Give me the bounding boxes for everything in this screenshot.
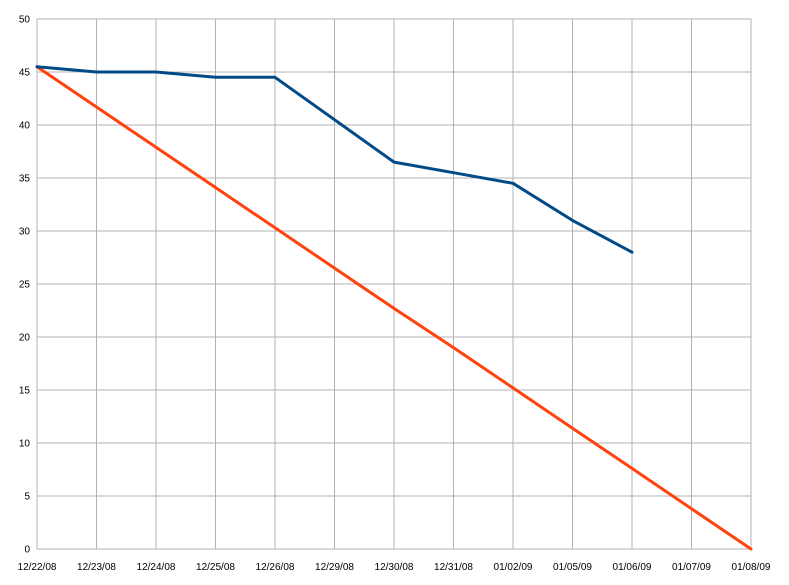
y-tick-label: 25 [19, 280, 31, 291]
y-tick-label: 10 [19, 439, 31, 450]
y-tick-label: 40 [19, 121, 31, 132]
x-tick-label: 01/05/09 [553, 562, 592, 573]
x-axis-tick-labels: 12/22/08 12/23/08 12/24/08 12/25/08 12/26/08… [18, 562, 771, 573]
x-tick-label: 01/06/09 [613, 562, 652, 573]
y-tick-label: 0 [24, 545, 30, 556]
y-tick-label: 35 [19, 174, 31, 185]
plot-area-border [36, 18, 752, 550]
x-tick-label: 12/29/08 [315, 562, 354, 573]
x-tick-label: 12/23/08 [77, 562, 116, 573]
plot-frame [36, 18, 752, 550]
x-tick-label: 12/31/08 [434, 562, 473, 573]
y-tick-label: 15 [19, 386, 31, 397]
y-axis-tick-labels: 0 5 10 15 20 25 30 35 40 45 50 [19, 15, 31, 556]
x-tick-label: 12/30/08 [375, 562, 414, 573]
grid-lines [36, 18, 752, 550]
x-tick-label: 01/08/09 [732, 562, 771, 573]
y-tick-label: 5 [24, 492, 30, 503]
x-tick-label: 12/22/08 [18, 562, 57, 573]
series-line-actual [35, 65, 634, 254]
x-tick-label: 01/02/09 [494, 562, 533, 573]
x-tick-label: 12/25/08 [196, 562, 235, 573]
y-tick-label: 50 [19, 15, 31, 26]
x-tick-label: 12/24/08 [137, 562, 176, 573]
x-tick-label: 12/26/08 [256, 562, 295, 573]
y-tick-label: 20 [19, 333, 31, 344]
series-lines [35, 65, 753, 551]
series-line-ideal [35, 65, 753, 551]
y-tick-label: 30 [19, 227, 31, 238]
x-tick-label: 01/07/09 [672, 562, 711, 573]
y-tick-label: 45 [19, 68, 31, 79]
